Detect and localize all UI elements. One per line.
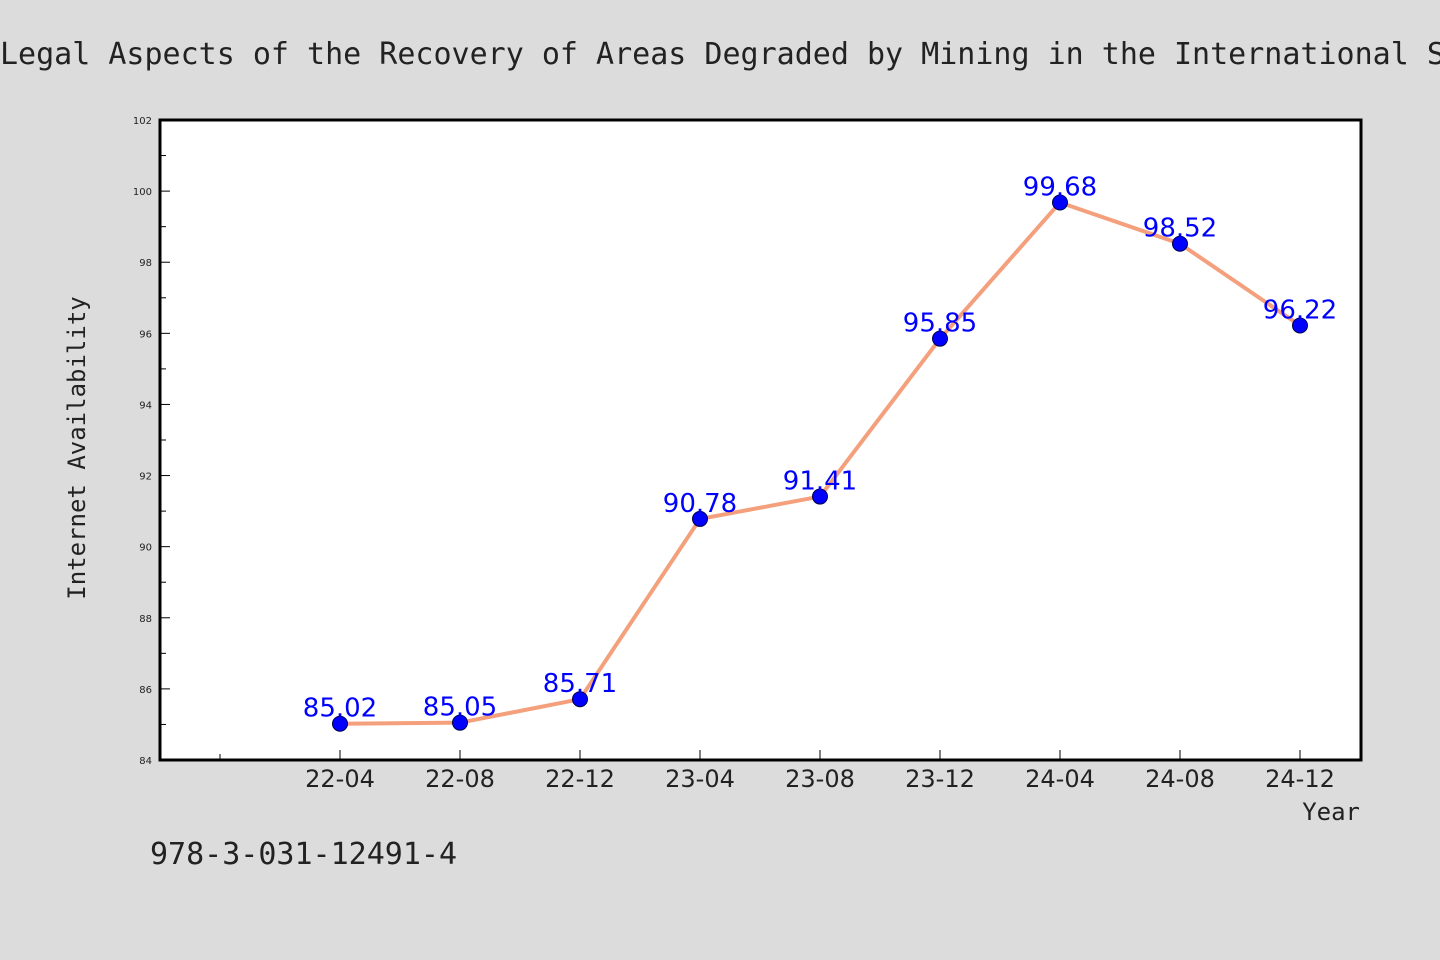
x-tick-label: 24-08 — [1145, 765, 1215, 793]
data-label: 96.22 — [1263, 296, 1337, 326]
data-point — [932, 330, 948, 347]
data-label: 98.52 — [1143, 214, 1217, 244]
data-point — [692, 510, 708, 527]
y-tick-label: 86 — [139, 685, 152, 696]
y-tick-label: 98 — [139, 258, 152, 269]
y-tick-label: 90 — [139, 543, 152, 554]
x-tick-label: 22-12 — [545, 765, 615, 793]
x-axis: 22-04 22-08 22-12 23-04 23-08 23-12 24-04 24-08… — [219, 750, 1335, 793]
y-tick-label: 96 — [139, 329, 152, 340]
x-tick-label: 22-04 — [305, 765, 375, 793]
data-point — [572, 691, 588, 708]
data-point — [1292, 317, 1308, 334]
data-labels: 85.02 85.05 85.71 90.78 91.41 95.85 99.68 98.52… — [303, 172, 1337, 723]
y-axis-title: Internet Availability — [63, 296, 91, 599]
x-tick-label: 24-12 — [1265, 765, 1335, 793]
y-tick-label: 100 — [133, 187, 152, 198]
plot-area — [158, 118, 1363, 762]
x-tick-label: 22-08 — [425, 765, 495, 793]
x-tick-label: 23-04 — [665, 765, 735, 793]
y-tick-label: 102 — [133, 116, 152, 127]
y-tick-label: 88 — [139, 614, 152, 625]
data-point — [1172, 235, 1188, 252]
x-axis-title: Year — [1302, 798, 1360, 826]
data-label: 85.02 — [303, 694, 377, 724]
data-label: 99.68 — [1023, 172, 1097, 202]
data-label: 91.41 — [783, 467, 857, 497]
y-axis: 84 86 88 90 92 94 96 98 100 102 — [133, 116, 170, 767]
x-tick-label: 24-04 — [1025, 765, 1095, 793]
data-markers — [332, 194, 1308, 732]
x-tick-label: 23-12 — [905, 765, 975, 793]
y-tick-label: 84 — [139, 756, 152, 767]
data-label: 85.71 — [543, 669, 617, 699]
data-point — [1052, 194, 1068, 211]
data-point — [332, 715, 348, 732]
data-point — [812, 488, 828, 505]
data-point — [452, 714, 468, 731]
data-label: 95.85 — [903, 309, 977, 339]
data-label: 90.78 — [663, 489, 737, 519]
isbn-footer: 978-3-031-12491-4 — [150, 837, 457, 872]
chart-title: Legal Aspects of the Recovery of Areas D… — [0, 37, 1440, 72]
y-tick-label: 94 — [139, 400, 152, 411]
x-tick-label: 23-08 — [785, 765, 855, 793]
data-label: 85.05 — [423, 693, 497, 723]
y-tick-label: 92 — [139, 472, 152, 483]
